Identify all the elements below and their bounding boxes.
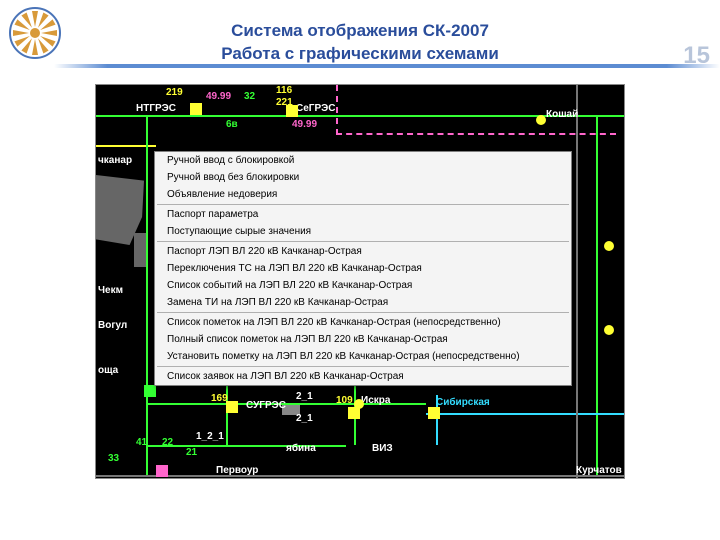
schematic-label: Первоур <box>216 465 258 476</box>
schematic-label: СеГРЭС <box>296 103 335 114</box>
node-square[interactable] <box>226 401 238 413</box>
context-menu-separator <box>157 366 569 367</box>
context-menu-item[interactable]: Ручной ввод без блокировки <box>155 169 571 186</box>
schematic-label: 33 <box>108 453 119 464</box>
node-dot[interactable] <box>536 115 546 125</box>
scada-screenshot: 21949.9932116221НТГРЭССеГРЭС49.99Кошайчк… <box>95 84 625 479</box>
context-menu-item[interactable]: Список заявок на ЛЭП ВЛ 220 кВ Качканар-… <box>155 368 571 385</box>
context-menu[interactable]: Ручной ввод с блокировкойРучной ввод без… <box>154 151 572 386</box>
context-menu-item[interactable]: Поступающие сырые значения <box>155 223 571 240</box>
schematic-label: Вогул <box>98 320 127 331</box>
context-menu-separator <box>157 312 569 313</box>
region-block <box>134 233 146 267</box>
schematic-label: 22 <box>162 437 173 448</box>
context-menu-item[interactable]: Полный список пометок на ЛЭП ВЛ 220 кВ К… <box>155 331 571 348</box>
schematic-label: 2_1 <box>296 391 313 402</box>
node-square[interactable] <box>144 385 156 397</box>
schematic-label: Сибирская <box>436 397 490 408</box>
schematic-label: ВИЗ <box>372 443 393 454</box>
node-dot[interactable] <box>604 241 614 251</box>
schematic-label: Чекм <box>98 285 123 296</box>
schematic-label: 49.99 <box>206 91 231 102</box>
context-menu-item[interactable]: Ручной ввод с блокировкой <box>155 152 571 169</box>
schematic-label: 41 <box>136 437 147 448</box>
context-menu-item[interactable]: Список событий на ЛЭП ВЛ 220 кВ Качканар… <box>155 277 571 294</box>
node-square[interactable] <box>428 407 440 419</box>
schematic-label: 116 <box>276 85 292 96</box>
schematic-label: 2_1 <box>296 413 313 424</box>
context-menu-item[interactable]: Замена ТИ на ЛЭП ВЛ 220 кВ Качканар-Остр… <box>155 294 571 311</box>
context-menu-item[interactable]: Переключения ТС на ЛЭП ВЛ 220 кВ Качкана… <box>155 260 571 277</box>
context-menu-item[interactable]: Установить пометку на ЛЭП ВЛ 220 кВ Качк… <box>155 348 571 365</box>
page-number: 15 <box>683 42 710 70</box>
schematic-label: чканар <box>98 155 132 166</box>
node-dot[interactable] <box>604 325 614 335</box>
schematic-label: 109 <box>336 395 353 406</box>
schematic-label: 49.99 <box>292 119 317 130</box>
node-square[interactable] <box>156 465 168 477</box>
context-menu-item[interactable]: Паспорт параметра <box>155 206 571 223</box>
schematic-label: 21 <box>186 447 197 458</box>
context-menu-separator <box>157 241 569 242</box>
schematic-label: ябина <box>286 443 316 454</box>
node-square[interactable] <box>286 105 298 117</box>
context-menu-item[interactable]: Паспорт ЛЭП ВЛ 220 кВ Качканар-Острая <box>155 243 571 260</box>
context-menu-separator <box>157 204 569 205</box>
context-menu-item[interactable]: Объявление недоверия <box>155 186 571 203</box>
schematic-label: СУГРЭС <box>246 400 286 411</box>
node-square[interactable] <box>190 103 202 115</box>
page-title: Система отображения СК-2007 Работа с гра… <box>0 20 720 66</box>
schematic-label: Искра <box>361 395 390 406</box>
schematic-label: 1_2_1 <box>196 431 224 442</box>
schematic-label: 32 <box>244 91 255 102</box>
schematic-label: НТГРЭС <box>136 103 176 114</box>
schematic-label: оща <box>98 365 118 376</box>
schematic-label: Кошай <box>546 109 578 120</box>
node-dot[interactable] <box>354 399 364 409</box>
title-line-2: Работа с графическими схемами <box>221 44 499 63</box>
title-line-1: Система отображения СК-2007 <box>231 21 489 40</box>
schematic-label: 6в <box>226 119 238 130</box>
schematic-label: 219 <box>166 87 183 98</box>
context-menu-item[interactable]: Список пометок на ЛЭП ВЛ 220 кВ Качканар… <box>155 314 571 331</box>
schematic-label: Курчатов <box>576 465 622 476</box>
